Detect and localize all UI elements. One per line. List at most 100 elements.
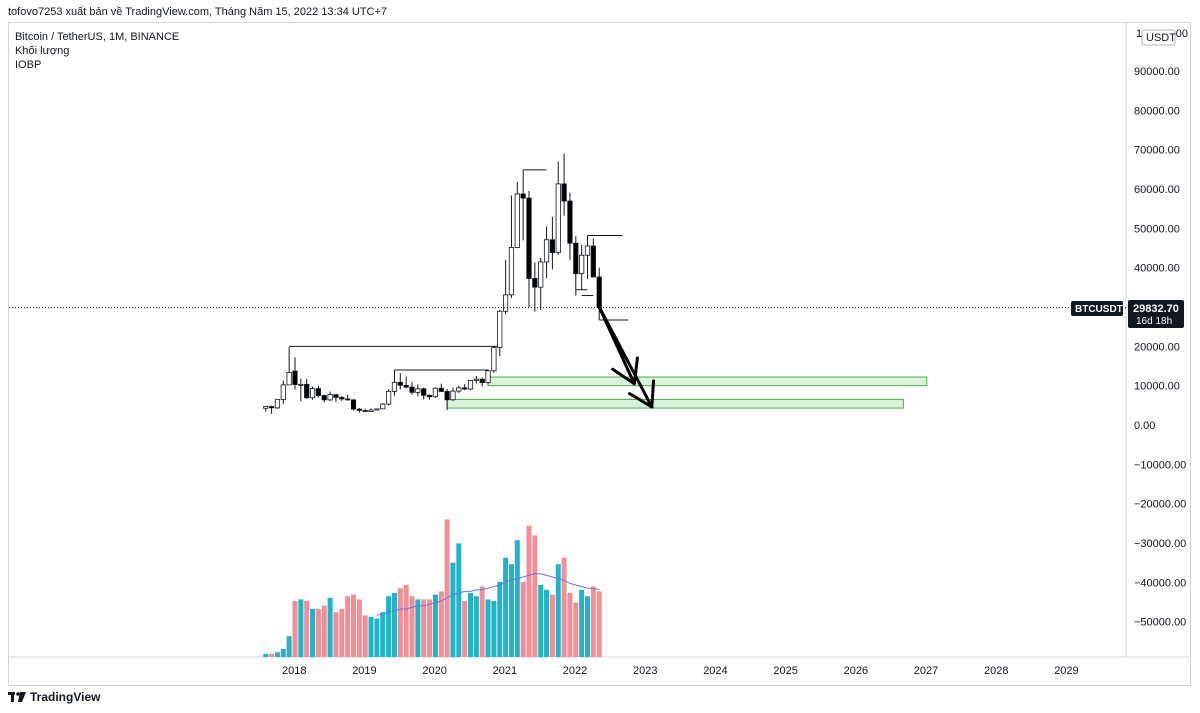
tradingview-logo[interactable]: TradingView	[8, 690, 100, 704]
down-arrow[interactable]	[597, 305, 656, 409]
volume-bar	[315, 609, 321, 657]
candle	[479, 377, 485, 387]
candle	[502, 260, 509, 315]
volume-bar	[450, 562, 456, 657]
candle	[286, 347, 292, 386]
volume-bar	[339, 609, 345, 657]
legend-volume[interactable]: Khối lượng	[15, 45, 70, 57]
chart-frame	[8, 22, 1191, 686]
arrow-head	[627, 392, 654, 409]
candle-body-up	[368, 409, 374, 412]
price-tick-label: 50000.00	[1134, 223, 1180, 235]
candle	[391, 370, 398, 396]
volume-bar	[479, 586, 485, 657]
candle	[304, 378, 310, 400]
currency-badge: USDT	[1146, 32, 1176, 44]
candle-body-up	[584, 245, 591, 256]
price-tick-label: 10000.00	[1134, 381, 1180, 393]
volume-bar	[561, 557, 567, 657]
last-price-countdown: 16d 18h	[1136, 316, 1172, 327]
candle-body-down	[350, 399, 357, 410]
candle-body-down	[345, 398, 351, 401]
tradingview-icon	[8, 692, 26, 702]
candle-body-down	[403, 384, 409, 388]
candle-body-down	[444, 391, 450, 401]
candle-body-up	[508, 247, 515, 296]
volume-bar	[362, 615, 368, 657]
candle-body-up	[502, 294, 509, 312]
candle-body-down	[421, 388, 427, 396]
volume-bar	[508, 564, 514, 657]
candle	[345, 394, 351, 401]
candle	[321, 394, 327, 403]
candle	[462, 384, 468, 391]
legend: Bitcoin / TetherUS, 1M, BINANCE Khối lượ…	[15, 30, 179, 72]
candle	[380, 402, 386, 410]
volume-bar	[280, 649, 286, 657]
legend-indicator[interactable]: IOBP	[15, 59, 42, 71]
last-price-value: 29832.70	[1133, 303, 1179, 315]
price-tick-label: 60000.00	[1134, 184, 1180, 196]
candle-body-down	[268, 406, 275, 409]
candle	[385, 389, 392, 406]
candle-body-down	[549, 239, 556, 254]
volume-bar	[567, 593, 573, 657]
price-tick-label: −50000.00	[1134, 617, 1186, 629]
demand-zone[interactable]	[487, 376, 928, 387]
candle-body-down	[567, 200, 573, 244]
volume-bar	[263, 653, 269, 657]
candle-body-up	[432, 387, 439, 398]
candle	[485, 369, 491, 385]
candle-body-down	[590, 245, 596, 278]
candle-body-down	[520, 193, 526, 199]
time-tick-label: 2029	[1054, 665, 1078, 677]
volume-bar	[345, 596, 351, 657]
volume-bar	[444, 519, 450, 657]
volume-bar	[269, 653, 275, 657]
price-tick-label: −20000.00	[1134, 499, 1186, 511]
price-tick-label: 40000.00	[1134, 263, 1180, 275]
candle-body-down	[526, 197, 532, 279]
candle	[327, 391, 333, 401]
volume-bar	[432, 594, 438, 657]
time-tick-label: 2023	[633, 665, 657, 677]
volume-bar	[491, 601, 497, 657]
arrow-head	[650, 379, 656, 409]
candle-body-down	[596, 276, 602, 309]
candle	[497, 309, 503, 356]
demand-zone[interactable]	[446, 398, 904, 409]
candle-body-down	[532, 278, 538, 288]
candle	[268, 405, 275, 414]
candle-body-up	[280, 384, 286, 400]
time-tick-label: 2020	[422, 665, 446, 677]
volume-bar	[403, 585, 409, 657]
volume-bar	[532, 535, 538, 657]
candle	[374, 408, 380, 411]
candle-body-down	[321, 395, 327, 401]
candle-body-up	[309, 388, 316, 399]
candle	[333, 394, 339, 402]
candle	[508, 195, 515, 298]
candle-body-down	[333, 394, 339, 398]
currency-badge-box[interactable]	[1141, 29, 1176, 46]
time-tick-label: 2026	[844, 665, 868, 677]
volume-bar	[409, 596, 415, 657]
legend-symbol[interactable]: Bitcoin / TetherUS, 1M, BINANCE	[15, 31, 180, 43]
volume-bar	[380, 612, 386, 657]
price-tick-label: 20000.00	[1134, 341, 1180, 353]
volume-bar	[538, 585, 544, 657]
volume-bar	[321, 605, 327, 657]
candle	[573, 236, 579, 296]
candle-body-down	[304, 383, 310, 399]
candle	[584, 235, 591, 279]
candle-body-down	[462, 387, 468, 390]
candle-body-up	[374, 408, 380, 411]
candle-body-down	[397, 381, 403, 386]
candle-body-up	[274, 399, 281, 409]
candle-body-up	[485, 370, 491, 384]
publish-info: tofovo7253 xuất bản về TradingView.com, …	[8, 6, 388, 18]
volume-ma-line	[376, 573, 600, 616]
candle	[350, 398, 357, 411]
volume-bar	[503, 557, 509, 657]
